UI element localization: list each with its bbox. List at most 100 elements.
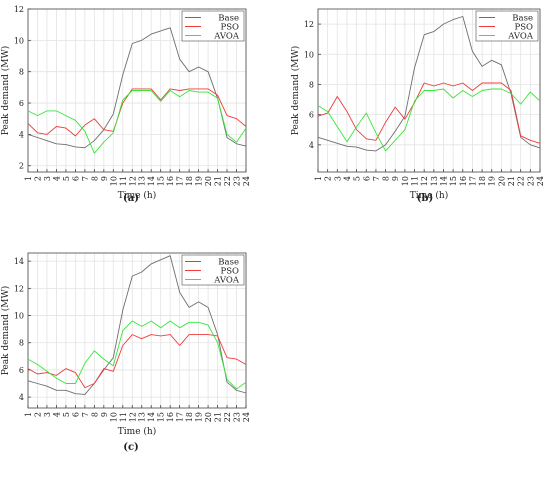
series-line-avoa — [27, 90, 247, 154]
x-tick-label: 1 — [24, 176, 33, 181]
x-tick-label: 4 — [343, 176, 352, 181]
x-tick-label: 24 — [242, 412, 251, 422]
x-tick-label: 5 — [62, 176, 71, 181]
x-tick-label: 20 — [204, 412, 213, 422]
x-tick-label: 18 — [185, 412, 194, 422]
x-tick-label: 14 — [439, 176, 448, 186]
y-tick-label: 4 — [19, 130, 24, 139]
y-tick-label: 10 — [14, 312, 24, 321]
plot-frame — [317, 8, 541, 173]
x-tick-label: 3 — [43, 412, 52, 417]
plot-frame — [27, 8, 247, 173]
x-tick-label: 17 — [468, 176, 477, 186]
x-tick-label: 2 — [33, 176, 42, 181]
x-tick-label: 3 — [333, 176, 342, 181]
x-tick-label: 16 — [459, 176, 468, 186]
series-line-pso — [317, 82, 541, 144]
series-line-base — [27, 27, 247, 149]
x-tick-label: 10 — [401, 176, 410, 186]
x-tick-label: 12 — [420, 176, 429, 186]
x-tick-label: 16 — [166, 412, 175, 422]
x-tick-label: 5 — [353, 176, 362, 181]
x-tick-label: 11 — [119, 412, 128, 422]
x-axis-label: Time (h) — [118, 426, 156, 437]
panel-label: (b) — [417, 193, 433, 204]
x-tick-label: 6 — [362, 176, 371, 181]
x-tick-label: 19 — [488, 176, 497, 186]
legend-label-avoa: AVOA — [213, 32, 240, 42]
x-tick-label: 15 — [157, 176, 166, 186]
y-tick-label: 6 — [19, 366, 24, 375]
plot-frame — [27, 252, 247, 409]
x-tick-label: 1 — [314, 176, 323, 181]
x-tick-label: 9 — [100, 176, 109, 181]
x-tick-label: 19 — [195, 176, 204, 186]
x-tick-label: 14 — [147, 412, 156, 422]
x-tick-label: 15 — [449, 176, 458, 186]
x-tick-label: 6 — [71, 412, 80, 417]
y-tick-label: 12 — [304, 20, 314, 29]
legend-label-avoa: AVOA — [507, 32, 534, 42]
x-tick-label: 10 — [109, 412, 118, 422]
y-tick-label: 6 — [309, 111, 314, 120]
legend-label-pso: PSO — [220, 267, 239, 277]
x-tick-label: 5 — [62, 412, 71, 417]
series-line-pso — [27, 88, 247, 137]
x-tick-label: 12 — [128, 412, 137, 422]
x-tick-label: 8 — [90, 176, 99, 181]
x-tick-label: 11 — [411, 176, 420, 186]
y-tick-label: 2 — [19, 162, 24, 171]
x-tick-label: 9 — [100, 412, 109, 417]
legend-label-pso: PSO — [514, 23, 533, 33]
y-tick-label: 10 — [304, 50, 314, 59]
series-line-base — [27, 255, 247, 395]
x-tick-label: 7 — [372, 176, 381, 181]
y-axis-label: Peak demand (MW) — [0, 286, 11, 376]
series-line-avoa — [27, 320, 247, 390]
series-line-base — [317, 16, 541, 152]
x-tick-label: 1 — [24, 412, 33, 417]
x-tick-label: 17 — [176, 412, 185, 422]
x-tick-label: 22 — [223, 412, 232, 422]
x-tick-label: 22 — [517, 176, 526, 186]
y-axis-label: Peak demand (MW) — [290, 46, 301, 136]
x-tick-label: 19 — [195, 412, 204, 422]
series-line-avoa — [317, 88, 541, 152]
x-tick-label: 23 — [233, 176, 242, 186]
x-tick-label: 7 — [81, 412, 90, 417]
x-tick-label: 23 — [526, 176, 535, 186]
y-tick-label: 4 — [19, 393, 24, 402]
x-tick-label: 9 — [391, 176, 400, 181]
x-tick-label: 20 — [497, 176, 506, 186]
x-tick-label: 12 — [128, 176, 137, 186]
x-tick-label: 13 — [138, 412, 147, 422]
x-tick-label: 2 — [324, 176, 333, 181]
x-tick-label: 20 — [204, 176, 213, 186]
y-tick-label: 12 — [14, 284, 24, 293]
x-tick-label: 24 — [536, 176, 545, 186]
x-tick-label: 21 — [214, 412, 223, 422]
x-tick-label: 3 — [43, 176, 52, 181]
x-tick-label: 23 — [233, 412, 242, 422]
x-tick-label: 22 — [223, 176, 232, 186]
y-tick-label: 8 — [309, 80, 314, 89]
y-tick-label: 10 — [14, 36, 24, 45]
x-tick-label: 4 — [52, 412, 61, 417]
legend-label-base: Base — [218, 14, 239, 24]
legend-label-avoa: AVOA — [213, 276, 240, 286]
x-tick-label: 18 — [185, 176, 194, 186]
x-tick-label: 21 — [214, 176, 223, 186]
x-tick-label: 11 — [119, 176, 128, 186]
panel-label: (c) — [123, 442, 139, 453]
y-tick-label: 12 — [14, 5, 24, 14]
y-tick-label: 6 — [19, 99, 24, 108]
x-tick-label: 18 — [478, 176, 487, 186]
legend-label-base: Base — [218, 258, 239, 268]
x-tick-label: 6 — [71, 176, 80, 181]
x-tick-label: 14 — [147, 176, 156, 186]
x-tick-label: 4 — [52, 176, 61, 181]
x-tick-label: 2 — [33, 412, 42, 417]
